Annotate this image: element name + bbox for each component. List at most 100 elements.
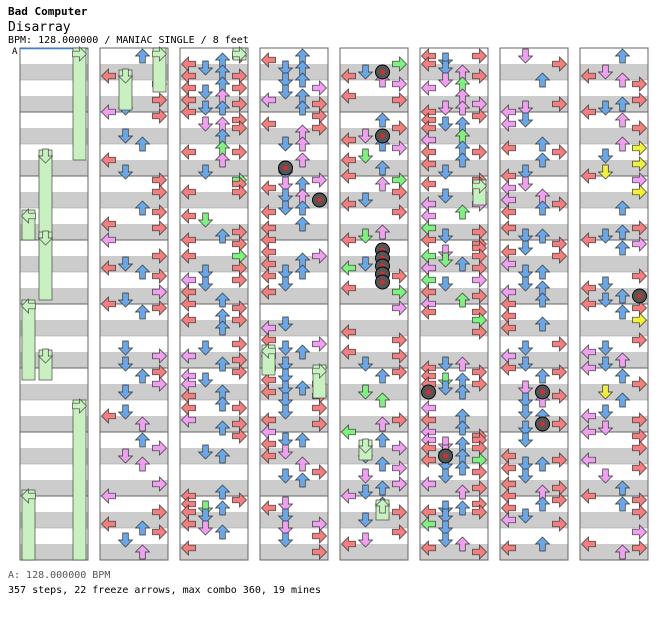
step-arrow (534, 200, 551, 216)
step-arrow (421, 540, 436, 556)
step-arrow (597, 276, 614, 292)
beat-stripe (340, 224, 408, 240)
step-arrow (181, 248, 196, 264)
freeze-head (374, 498, 391, 514)
beat-stripe (420, 288, 488, 304)
step-arrow (357, 512, 374, 528)
step-arrow (134, 456, 151, 472)
step-arrow (294, 456, 311, 472)
step-arrow (101, 104, 116, 120)
step-arrow (437, 436, 454, 452)
step-arrow (197, 212, 214, 228)
beat-stripe (500, 480, 568, 496)
step-arrow (517, 456, 534, 472)
beat-stripe (20, 128, 88, 144)
step-arrow (632, 312, 647, 328)
beat-stripe (580, 352, 648, 368)
step-arrow (312, 464, 327, 480)
step-arrow (232, 312, 247, 328)
step-arrow (261, 268, 276, 284)
freeze-arrow (38, 149, 53, 241)
step-arrow (421, 156, 436, 172)
beat-stripe (500, 128, 568, 144)
beat-stripe (500, 544, 568, 560)
step-arrow (454, 100, 471, 116)
step-arrow (374, 392, 391, 408)
step-arrow (101, 152, 116, 168)
step-arrow (472, 288, 487, 304)
column-border (339, 47, 409, 561)
step-arrow (341, 196, 356, 212)
beat-stripe (580, 96, 648, 112)
beat-stripe (100, 96, 168, 112)
step-arrow (517, 100, 534, 116)
step-arrow (277, 84, 294, 100)
step-arrow (392, 76, 407, 92)
step-arrow (152, 440, 167, 456)
step-arrow (421, 232, 436, 248)
beat-stripe (180, 448, 248, 464)
step-arrow (552, 248, 567, 264)
beat-stripe (260, 416, 328, 432)
song-title: Disarray (8, 20, 71, 35)
mine-core (380, 69, 385, 75)
freeze-arrow (72, 47, 87, 161)
beat-stripe (260, 448, 328, 464)
step-arrow (152, 376, 167, 392)
step-arrow (614, 288, 631, 304)
column-border (499, 47, 569, 561)
beat-stripe (340, 160, 408, 176)
step-arrow (357, 128, 374, 144)
step-arrow (197, 372, 214, 388)
beat-stripe (420, 384, 488, 400)
step-arrow (181, 232, 196, 248)
step-arrow (437, 500, 454, 516)
step-arrow (181, 296, 196, 312)
step-arrow (437, 116, 454, 132)
step-arrow (501, 460, 516, 476)
step-arrow (552, 492, 567, 508)
step-arrow (454, 460, 471, 476)
freeze-head (72, 398, 87, 414)
step-arrow (294, 432, 311, 448)
step-arrow (454, 356, 471, 372)
step-arrow (614, 136, 631, 152)
beat-stripe (580, 512, 648, 528)
step-arrow (517, 264, 534, 280)
step-arrow (597, 404, 614, 420)
step-arrow (134, 136, 151, 152)
step-arrow (277, 380, 294, 396)
step-arrow (614, 352, 631, 368)
step-arrow (632, 332, 647, 348)
beat-stripe (100, 544, 168, 560)
beat-stripe (260, 224, 328, 240)
mine-core (443, 453, 448, 459)
freeze-head (37, 348, 54, 364)
step-arrow (197, 116, 214, 132)
beat-stripe (20, 512, 88, 528)
beat-stripe (180, 256, 248, 272)
beat-stripe (180, 288, 248, 304)
step-arrow (261, 116, 276, 132)
step-arrow (581, 280, 596, 296)
step-arrow (437, 532, 454, 548)
step-arrow (421, 452, 436, 468)
step-arrow (232, 80, 247, 96)
step-arrow (581, 232, 596, 248)
step-arrow (312, 248, 327, 264)
step-arrow (277, 200, 294, 216)
beat-stripe (500, 96, 568, 112)
beat-stripe (580, 128, 648, 144)
step-arrow (152, 220, 167, 236)
step-arrow (614, 112, 631, 128)
step-arrow (294, 100, 311, 116)
step-arrow (134, 48, 151, 64)
step-arrow (277, 136, 294, 152)
step-arrow (614, 368, 631, 384)
column-border (419, 47, 489, 561)
beat-stripe (260, 512, 328, 528)
beat-stripe (20, 256, 88, 272)
beat-stripe (340, 288, 408, 304)
step-arrow (374, 224, 391, 240)
beat-stripe (100, 224, 168, 240)
